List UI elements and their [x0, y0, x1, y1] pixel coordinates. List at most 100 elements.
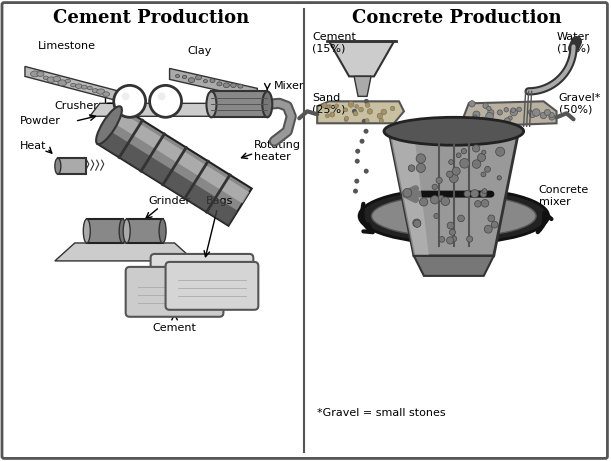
Circle shape	[472, 145, 480, 152]
Circle shape	[497, 110, 502, 115]
Circle shape	[448, 160, 453, 165]
Circle shape	[379, 118, 384, 123]
Polygon shape	[317, 101, 404, 123]
Ellipse shape	[75, 84, 82, 89]
Circle shape	[348, 101, 354, 107]
Ellipse shape	[182, 75, 187, 79]
Circle shape	[413, 219, 421, 227]
Circle shape	[359, 107, 364, 112]
Circle shape	[464, 190, 470, 197]
Circle shape	[416, 154, 425, 163]
Circle shape	[377, 113, 382, 119]
FancyArrowPatch shape	[362, 204, 373, 232]
Circle shape	[496, 147, 505, 156]
Polygon shape	[329, 41, 394, 77]
Circle shape	[352, 109, 357, 114]
Circle shape	[488, 215, 495, 222]
Ellipse shape	[203, 80, 208, 83]
Ellipse shape	[71, 83, 76, 87]
Circle shape	[480, 190, 487, 197]
Circle shape	[483, 103, 488, 108]
Circle shape	[447, 222, 454, 229]
Circle shape	[114, 85, 145, 117]
Ellipse shape	[175, 75, 180, 77]
Circle shape	[475, 201, 481, 207]
Text: Rotating
heater: Rotating heater	[254, 140, 301, 162]
Polygon shape	[389, 131, 429, 256]
Ellipse shape	[217, 82, 222, 86]
Circle shape	[408, 165, 415, 171]
Circle shape	[517, 107, 521, 112]
Circle shape	[456, 153, 461, 158]
Ellipse shape	[103, 92, 109, 96]
Polygon shape	[464, 101, 557, 126]
Circle shape	[491, 221, 498, 228]
Polygon shape	[354, 77, 371, 96]
Circle shape	[420, 198, 428, 206]
Circle shape	[354, 178, 359, 183]
Polygon shape	[55, 243, 194, 261]
Circle shape	[529, 111, 536, 118]
Circle shape	[353, 111, 358, 116]
Ellipse shape	[47, 77, 56, 83]
Circle shape	[431, 195, 439, 204]
FancyArrowPatch shape	[538, 213, 552, 232]
Polygon shape	[170, 68, 257, 99]
Text: Concrete
mixer: Concrete mixer	[539, 185, 589, 207]
Circle shape	[459, 159, 469, 168]
Text: Clay: Clay	[188, 47, 211, 56]
Circle shape	[481, 200, 489, 207]
Ellipse shape	[262, 91, 273, 117]
Ellipse shape	[31, 71, 39, 77]
Circle shape	[434, 213, 439, 219]
Polygon shape	[111, 110, 249, 203]
Circle shape	[367, 109, 373, 114]
Circle shape	[416, 163, 425, 172]
Circle shape	[353, 189, 358, 194]
Ellipse shape	[92, 89, 98, 93]
Circle shape	[473, 115, 477, 119]
Text: Cement
(15%): Cement (15%)	[312, 31, 356, 53]
Text: *Gravel = small stones: *Gravel = small stones	[317, 408, 446, 418]
Ellipse shape	[55, 158, 61, 174]
Circle shape	[485, 166, 491, 172]
Circle shape	[469, 100, 475, 107]
Circle shape	[345, 116, 349, 120]
Ellipse shape	[196, 75, 202, 80]
Circle shape	[467, 236, 473, 242]
Circle shape	[528, 110, 532, 114]
Circle shape	[544, 109, 551, 115]
Text: Concrete Production: Concrete Production	[352, 9, 562, 27]
Circle shape	[504, 118, 510, 124]
Circle shape	[452, 167, 460, 175]
Circle shape	[355, 105, 359, 108]
Circle shape	[335, 104, 338, 108]
Circle shape	[510, 108, 518, 116]
Circle shape	[493, 121, 499, 126]
FancyBboxPatch shape	[87, 219, 123, 243]
Ellipse shape	[43, 76, 48, 79]
Circle shape	[482, 189, 487, 194]
Text: Powder: Powder	[20, 116, 61, 126]
Polygon shape	[97, 106, 252, 226]
Ellipse shape	[359, 189, 549, 243]
Circle shape	[458, 215, 464, 222]
FancyBboxPatch shape	[211, 91, 267, 117]
Ellipse shape	[238, 84, 243, 88]
Ellipse shape	[384, 117, 524, 145]
Circle shape	[330, 112, 335, 117]
Circle shape	[481, 172, 486, 177]
Ellipse shape	[53, 77, 60, 82]
Circle shape	[327, 105, 330, 108]
Circle shape	[329, 105, 332, 108]
Text: Gravel*
(50%): Gravel* (50%)	[558, 94, 601, 115]
Circle shape	[365, 118, 369, 123]
Ellipse shape	[119, 219, 126, 243]
Circle shape	[447, 237, 454, 244]
Ellipse shape	[371, 195, 536, 237]
Ellipse shape	[37, 71, 44, 77]
Circle shape	[362, 119, 367, 124]
Circle shape	[432, 184, 437, 189]
Text: Bags: Bags	[206, 196, 233, 206]
Ellipse shape	[83, 219, 90, 243]
